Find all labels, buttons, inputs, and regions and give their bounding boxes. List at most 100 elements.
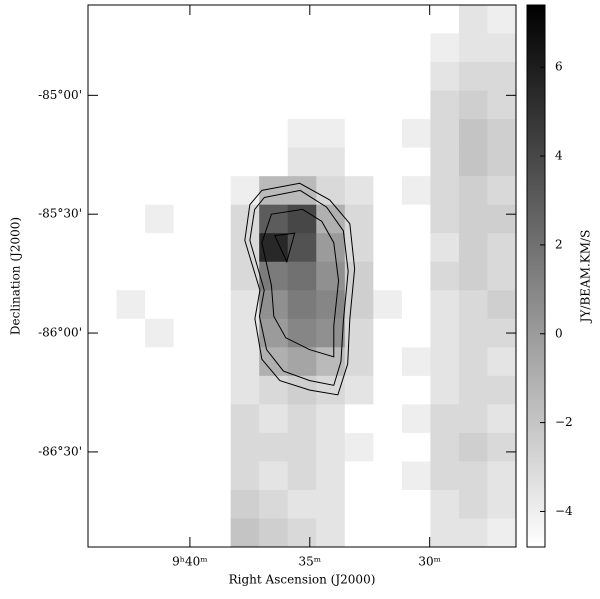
cell xyxy=(401,290,431,320)
cell xyxy=(230,432,260,462)
colorbar-tick-label: 6 xyxy=(555,60,563,74)
cell xyxy=(316,375,346,405)
cell xyxy=(259,90,289,120)
cell xyxy=(116,147,146,177)
cell xyxy=(173,432,203,462)
cell xyxy=(88,518,118,548)
contour xyxy=(249,189,349,386)
cell xyxy=(487,147,517,177)
cell xyxy=(344,290,374,320)
cell xyxy=(88,347,118,377)
cell xyxy=(202,432,232,462)
cell xyxy=(373,489,403,519)
cell xyxy=(230,119,260,149)
cell xyxy=(487,5,517,35)
colorbar-tick-label: −2 xyxy=(555,415,573,429)
cell xyxy=(88,119,118,149)
cell xyxy=(487,347,517,377)
plot-frame xyxy=(87,4,517,548)
cell xyxy=(116,233,146,263)
colorbar-tick-label: 2 xyxy=(555,237,563,251)
cell xyxy=(458,461,488,491)
cell xyxy=(88,5,118,35)
cell xyxy=(116,489,146,519)
cell xyxy=(401,461,431,491)
cell xyxy=(116,176,146,206)
cell xyxy=(430,204,460,234)
cell xyxy=(116,119,146,149)
cell xyxy=(373,375,403,405)
cell xyxy=(230,489,260,519)
cell xyxy=(202,176,232,206)
cell xyxy=(401,119,431,149)
cell xyxy=(287,432,317,462)
cell xyxy=(145,347,175,377)
cell xyxy=(373,404,403,434)
cell xyxy=(259,5,289,35)
cell xyxy=(373,33,403,63)
cell xyxy=(88,261,118,291)
cell xyxy=(145,290,175,320)
cell xyxy=(344,461,374,491)
cell xyxy=(344,518,374,548)
cell xyxy=(116,347,146,377)
cell xyxy=(173,489,203,519)
cell xyxy=(487,375,517,405)
cell xyxy=(316,461,346,491)
cell xyxy=(202,347,232,377)
cell xyxy=(373,62,403,92)
cell xyxy=(430,90,460,120)
cell xyxy=(202,489,232,519)
cell xyxy=(202,147,232,177)
cell xyxy=(344,261,374,291)
cell xyxy=(145,404,175,434)
cell xyxy=(487,461,517,491)
cell xyxy=(173,90,203,120)
cell xyxy=(202,204,232,234)
x-tick-label: 35ᵐ xyxy=(298,555,321,569)
cell xyxy=(401,90,431,120)
cell xyxy=(401,5,431,35)
cell xyxy=(487,432,517,462)
cell xyxy=(287,290,317,320)
cell xyxy=(145,119,175,149)
cell xyxy=(88,432,118,462)
cell xyxy=(145,461,175,491)
cell xyxy=(202,5,232,35)
cell xyxy=(344,62,374,92)
cell xyxy=(316,432,346,462)
cell xyxy=(316,318,346,348)
cell xyxy=(287,90,317,120)
cell xyxy=(316,204,346,234)
cell xyxy=(430,461,460,491)
cell xyxy=(287,489,317,519)
cell xyxy=(430,375,460,405)
cell xyxy=(316,62,346,92)
cell xyxy=(401,432,431,462)
colorbar-label: JY/BEAM.KM/S xyxy=(579,230,593,325)
cell xyxy=(230,90,260,120)
cell xyxy=(373,461,403,491)
cell xyxy=(287,261,317,291)
cell xyxy=(401,62,431,92)
cell xyxy=(287,404,317,434)
cell xyxy=(287,62,317,92)
cell xyxy=(145,518,175,548)
cell xyxy=(88,404,118,434)
cell xyxy=(145,147,175,177)
y-tick-label: -85°00' xyxy=(38,88,82,102)
cell xyxy=(230,347,260,377)
cell xyxy=(373,119,403,149)
cell xyxy=(287,119,317,149)
cell xyxy=(116,290,146,320)
cell xyxy=(230,261,260,291)
cell xyxy=(173,5,203,35)
cell xyxy=(430,347,460,377)
cell xyxy=(458,233,488,263)
contour xyxy=(244,182,356,396)
cell xyxy=(173,461,203,491)
cell xyxy=(458,62,488,92)
cell xyxy=(373,261,403,291)
cell xyxy=(145,204,175,234)
cell xyxy=(145,318,175,348)
